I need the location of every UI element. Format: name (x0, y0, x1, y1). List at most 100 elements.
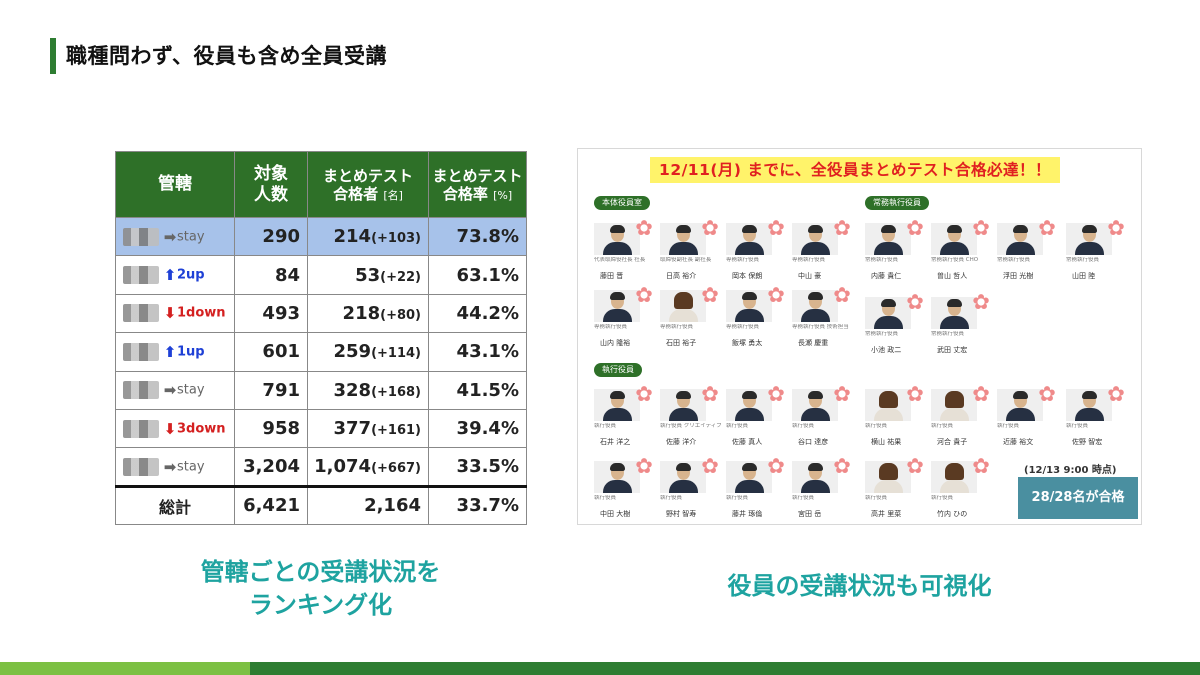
executive-title: 専務執行役員 (726, 324, 760, 330)
executive-photo (594, 461, 640, 493)
executive-name: 中山 豪 (798, 272, 822, 280)
passed-flower-icon: ✿ (767, 283, 785, 307)
executive-photo (660, 389, 706, 421)
table-row: ⬆2up 84 53(+22) 63.1% (115, 255, 527, 295)
executive-photo (931, 297, 977, 329)
executive-name: 日高 裕介 (666, 272, 697, 280)
executive-card: ✿ 執行役員 野村 智寿 (660, 455, 719, 521)
passed-flower-icon: ✿ (972, 216, 990, 240)
jurisdiction-cell: ⬇1down (115, 293, 235, 334)
passers-delta: (+667) (371, 461, 421, 477)
executive-name: 石田 裕子 (666, 339, 697, 347)
executive-title: 執行役員 クリエイティブ担当 (660, 423, 722, 429)
executive-card: ✿ 常務執行役員 武田 丈宏 (931, 291, 990, 357)
executive-name: 横山 祐果 (871, 438, 902, 446)
executive-title: 常務執行役員 (931, 331, 965, 337)
pass-rate-cell: 43.1% (428, 332, 527, 372)
trend-label: stay (177, 459, 205, 475)
redacted-name (123, 381, 159, 400)
passed-flower-icon: ✿ (1038, 216, 1056, 240)
executive-title: 常務執行役員 (865, 331, 899, 337)
header-jurisdiction: 管轄 (115, 151, 235, 218)
passed-flower-icon: ✿ (701, 283, 719, 307)
passers-cell: 1,074(+667) (307, 447, 429, 487)
executive-name: 藤田 晋 (600, 272, 624, 280)
executive-name: 小池 政二 (871, 346, 902, 354)
trend-label: 3down (177, 421, 226, 437)
executive-card: ✿ 常務執行役員 CHO 曽山 哲人 (931, 217, 990, 283)
passed-flower-icon: ✿ (767, 216, 785, 240)
executive-title: 常務執行役員 (1066, 257, 1100, 263)
executive-name: 山田 陸 (1072, 272, 1096, 280)
passed-flower-icon: ✿ (635, 382, 653, 406)
executive-card: ✿ 執行役員 藤井 琢倫 (726, 455, 785, 521)
redacted-name (123, 304, 159, 323)
executive-card: ✿ 専務執行役員石田 裕子 (660, 284, 719, 350)
pass-rate-cell: 63.1% (428, 255, 527, 295)
executive-name: 曽山 哲人 (937, 272, 968, 280)
passed-flower-icon: ✿ (906, 216, 924, 240)
executive-photo (931, 223, 977, 255)
trend-label: 1down (177, 305, 226, 321)
executive-title: 執行役員 (997, 423, 1020, 429)
executive-name: 浮田 光樹 (1003, 272, 1034, 280)
executive-card: ✿ 常務執行役員浮田 光樹 (997, 217, 1056, 283)
executive-card: ✿ 取締役副社長 副社長 日高 裕介 (660, 217, 719, 283)
pass-rate-cell: 39.4% (428, 408, 527, 449)
executive-card: ✿ 執行役員 宮田 岳 (792, 455, 851, 521)
jurisdiction-cell: ➡stay (115, 216, 235, 257)
executive-name: 宮田 岳 (798, 510, 822, 518)
jurisdiction-cell: ⬇3down (115, 408, 235, 449)
executive-title: 専務執行役員 (792, 257, 826, 263)
passed-flower-icon: ✿ (833, 283, 851, 307)
redacted-name (123, 227, 159, 246)
executive-photo (1066, 223, 1112, 255)
table-row: ➡stay 3,204 1,074(+667) 33.5% (115, 447, 527, 487)
executive-name: 河合 貴子 (937, 438, 968, 446)
executive-title: 専務執行役員 技術担当 (792, 324, 849, 330)
status-timestamp: (12/13 9:00 時点) (1024, 465, 1117, 476)
trend-label: stay (177, 382, 205, 398)
executive-card: ✿ 執行役員 竹内 ひの (931, 455, 990, 521)
target-count-cell: 290 (234, 216, 308, 257)
executive-title: 常務執行役員 (997, 257, 1031, 263)
executive-name: 竹内 ひの (937, 510, 968, 518)
table-row: ⬇3down 958 377(+161) 39.4% (115, 408, 527, 449)
total-rate-cell: 33.7% (428, 484, 527, 525)
executive-name: 山内 隆裕 (600, 339, 631, 347)
redacted-name (123, 457, 159, 476)
executive-title: 執行役員 (865, 495, 888, 501)
executive-title: 常務執行役員 CHO (931, 257, 979, 263)
trend-down-icon: ⬇ (163, 304, 177, 323)
executive-name: 長瀬 慶重 (798, 339, 829, 347)
executive-name: 中田 大樹 (600, 510, 631, 518)
total-passers-cell: 2,164 (307, 484, 429, 525)
header-pass-rate: まとめテスト 合格率 [%] (428, 151, 527, 218)
executive-title: 専務執行役員 (660, 324, 694, 330)
section-label-managing: 常務執行役員 (865, 196, 929, 210)
trend-stay-icon: ➡ (163, 381, 177, 400)
executive-card: ✿ 専務執行役員 山内 隆裕 (594, 284, 653, 350)
executive-title: 執行役員 (726, 495, 749, 501)
executive-card: ✿ 執行役員 横山 祐果 (865, 383, 924, 449)
executive-card: ✿ 専務執行役員 技術担当長瀬 慶重 (792, 284, 851, 350)
redacted-name (123, 266, 159, 285)
executive-photo (726, 389, 772, 421)
pass-rate-cell: 33.5% (428, 447, 527, 487)
executive-photo (726, 290, 772, 322)
executive-photo (865, 389, 911, 421)
passed-flower-icon: ✿ (701, 454, 719, 478)
executive-card: ✿ 執行役員 佐藤 真人 (726, 383, 785, 449)
executive-name: 内藤 貴仁 (871, 272, 902, 280)
passers-cell: 328(+168) (307, 370, 429, 410)
executive-card: ✿ 執行役員 石井 洋之 (594, 383, 653, 449)
trend-up-icon: ⬆ (163, 342, 177, 361)
executive-name: 藤井 琢倫 (732, 510, 763, 518)
passed-flower-icon: ✿ (833, 454, 851, 478)
executive-name: 佐藤 洋介 (666, 438, 697, 446)
executive-name: 石井 洋之 (600, 438, 631, 446)
executive-title: 代表取締役社長 社長 (594, 257, 646, 263)
passers-delta: (+22) (380, 269, 421, 285)
jurisdiction-cell: ➡stay (115, 370, 235, 410)
trend-stay-icon: ➡ (163, 227, 177, 246)
